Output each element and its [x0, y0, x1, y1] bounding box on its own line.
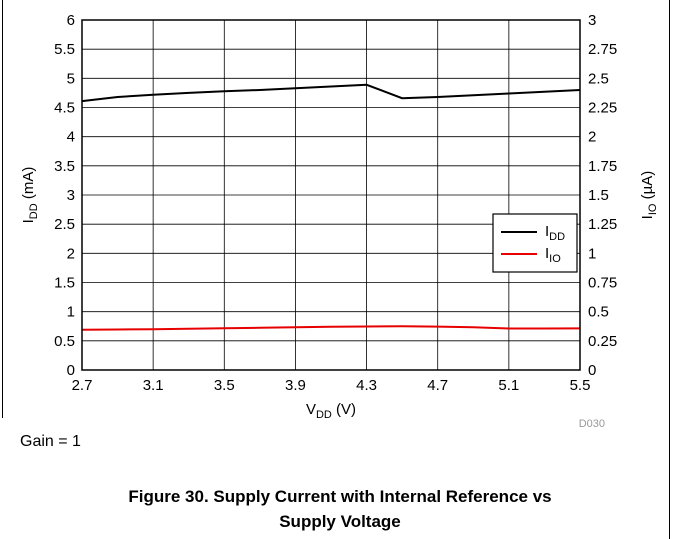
y-right-tick-label: 1.75	[588, 158, 617, 175]
y-left-tick-label: 5	[67, 70, 75, 87]
y-left-tick-label: 3.5	[54, 158, 75, 175]
figure-id-label: D030	[579, 418, 605, 430]
page-border-left	[2, 0, 3, 418]
y-right-tick-label: 3	[588, 12, 596, 29]
x-tick-label: 3.5	[214, 377, 235, 394]
x-axis-label: VDD (V)	[306, 401, 356, 421]
y-right-tick-label: 2	[588, 129, 596, 146]
x-tick-label: 5.5	[570, 377, 591, 394]
y-left-tick-label: 2	[67, 245, 75, 262]
series-line-iio	[81, 325, 581, 331]
y-right-tick-label: 0.5	[588, 304, 609, 321]
y-axis-right-label: IIO (µA)	[639, 171, 659, 220]
y-left-tick-label: 1	[67, 304, 75, 321]
series-layer	[81, 83, 581, 331]
y-left-tick-label: 5.5	[54, 41, 75, 58]
legend: IDD IIO	[492, 213, 578, 273]
x-tick-label: 5.1	[498, 377, 519, 394]
y-axis-left-label: IDD (mA)	[20, 167, 40, 224]
y-right-tick-label: 1.25	[588, 216, 617, 233]
legend-box	[492, 213, 578, 273]
x-tick-label: 4.3	[356, 377, 377, 394]
caption-line-2: Supply Voltage	[279, 512, 401, 531]
tick-labels: 2.7 3.1 3.5 3.9 4.3 4.7 5.1 5.500.511.522.533.5…	[54, 12, 617, 394]
y-right-tick-label: 1	[588, 245, 596, 262]
grid-lines	[81, 19, 581, 371]
y-right-tick-label: 0.75	[588, 275, 617, 292]
y-right-tick-label: 2.75	[588, 41, 617, 58]
y-left-tick-label: 1.5	[54, 275, 75, 292]
y-right-tick-label: 0	[588, 362, 596, 379]
y-left-tick-label: 0.5	[54, 333, 75, 350]
x-tick-label: 2.7	[72, 377, 93, 394]
caption-line-1: Figure 30. Supply Current with Internal …	[128, 487, 552, 506]
legend-label-iio: IIO	[545, 245, 561, 265]
x-tick-label: 4.7	[427, 377, 448, 394]
legend-label-idd: IDD	[545, 223, 565, 243]
x-tick-label: 3.9	[285, 377, 306, 394]
x-tick-label: 3.1	[143, 377, 164, 394]
y-right-tick-label: 1.5	[588, 187, 609, 204]
y-right-tick-label: 0.25	[588, 333, 617, 350]
gain-note: Gain = 1	[20, 433, 81, 450]
series-line-idd	[81, 83, 581, 103]
supply-current-chart: 2.7 3.1 3.5 3.9 4.3 4.7 5.1 5.500.511.522.533.5…	[20, 12, 659, 430]
y-left-tick-label: 2.5	[54, 216, 75, 233]
plot-area-frame	[81, 19, 581, 371]
figure-caption: Figure 30. Supply Current with Internal …	[60, 484, 620, 534]
y-left-tick-label: 4.5	[54, 100, 75, 117]
page-border-right	[669, 0, 670, 539]
y-right-tick-label: 2.25	[588, 100, 617, 117]
y-left-tick-label: 3	[67, 187, 75, 204]
y-right-tick-label: 2.5	[588, 70, 609, 87]
y-left-tick-label: 4	[67, 129, 75, 146]
y-left-tick-label: 6	[67, 12, 75, 29]
y-left-tick-label: 0	[67, 362, 75, 379]
